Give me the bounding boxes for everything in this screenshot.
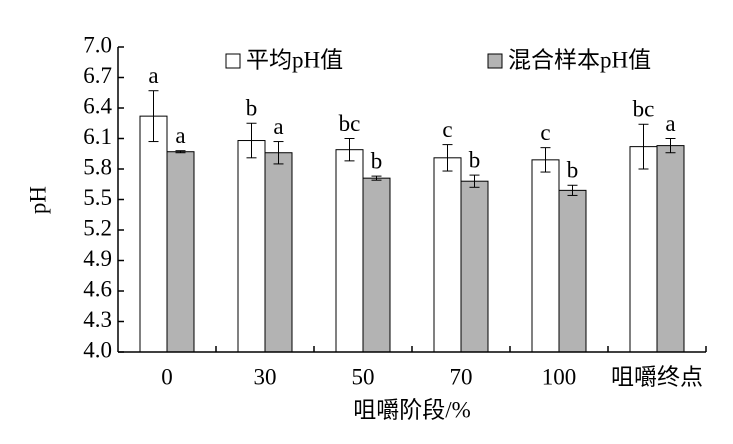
error-bar <box>273 141 284 165</box>
bar <box>433 157 462 353</box>
legend-swatch <box>487 53 503 69</box>
bar <box>166 151 195 353</box>
error-bar <box>469 174 480 188</box>
y-tick-label: 6.7 <box>83 63 112 88</box>
x-tick-label: 70 <box>450 364 473 389</box>
y-tick-label: 6.1 <box>83 124 112 149</box>
bar <box>460 180 489 353</box>
significance-letter: a <box>175 123 185 148</box>
significance-letter: b <box>469 147 481 172</box>
error-bar <box>175 150 186 154</box>
bar <box>656 145 685 353</box>
significance-letter: b <box>246 96 258 121</box>
error-bar <box>246 122 257 159</box>
significance-letter: a <box>665 111 675 136</box>
bar <box>362 177 391 353</box>
bar <box>629 146 658 353</box>
x-tick-label: 咀嚼终点 <box>611 364 703 389</box>
error-bar <box>665 138 676 154</box>
y-tick-label: 4.3 <box>83 307 112 332</box>
error-bar <box>638 123 649 170</box>
x-tick-label: 30 <box>254 364 277 389</box>
significance-letter: b <box>567 158 579 183</box>
legend-label: 平均pH值 <box>246 47 343 72</box>
legend-label: 混合样本pH值 <box>508 47 651 72</box>
y-tick-label: 4.0 <box>83 337 112 362</box>
x-tick-label: 50 <box>352 364 375 389</box>
error-bar <box>148 90 159 143</box>
bar <box>237 140 266 353</box>
error-bar <box>371 175 382 181</box>
y-tick-label: 7.0 <box>83 32 112 57</box>
significance-letter: a <box>148 63 158 88</box>
significance-letter: bc <box>633 97 655 122</box>
error-bar <box>344 138 355 162</box>
significance-letter: a <box>273 114 283 139</box>
significance-letter: b <box>371 148 383 173</box>
error-bar <box>540 147 551 173</box>
significance-letter: c <box>442 117 452 142</box>
bar <box>264 152 293 353</box>
significance-letter: bc <box>339 111 361 136</box>
error-bar <box>442 144 453 172</box>
bar <box>531 159 560 353</box>
bar <box>139 115 168 353</box>
significance-letter: c <box>540 120 550 145</box>
x-axis-title: 咀嚼阶段/% <box>353 397 471 422</box>
x-tick-label: 0 <box>161 364 173 389</box>
y-tick-label: 4.6 <box>83 276 112 301</box>
y-tick-label: 5.5 <box>83 185 112 210</box>
y-tick-label: 5.2 <box>83 215 112 240</box>
y-tick-label: 6.4 <box>83 93 112 118</box>
legend-swatch <box>225 53 241 69</box>
y-axis-title: pH <box>25 186 50 214</box>
bar <box>335 149 364 353</box>
bar <box>558 189 587 353</box>
y-tick-label: 4.9 <box>83 246 112 271</box>
error-bar <box>567 184 578 196</box>
y-tick-label: 5.8 <box>83 154 112 179</box>
x-tick-label: 100 <box>542 364 577 389</box>
